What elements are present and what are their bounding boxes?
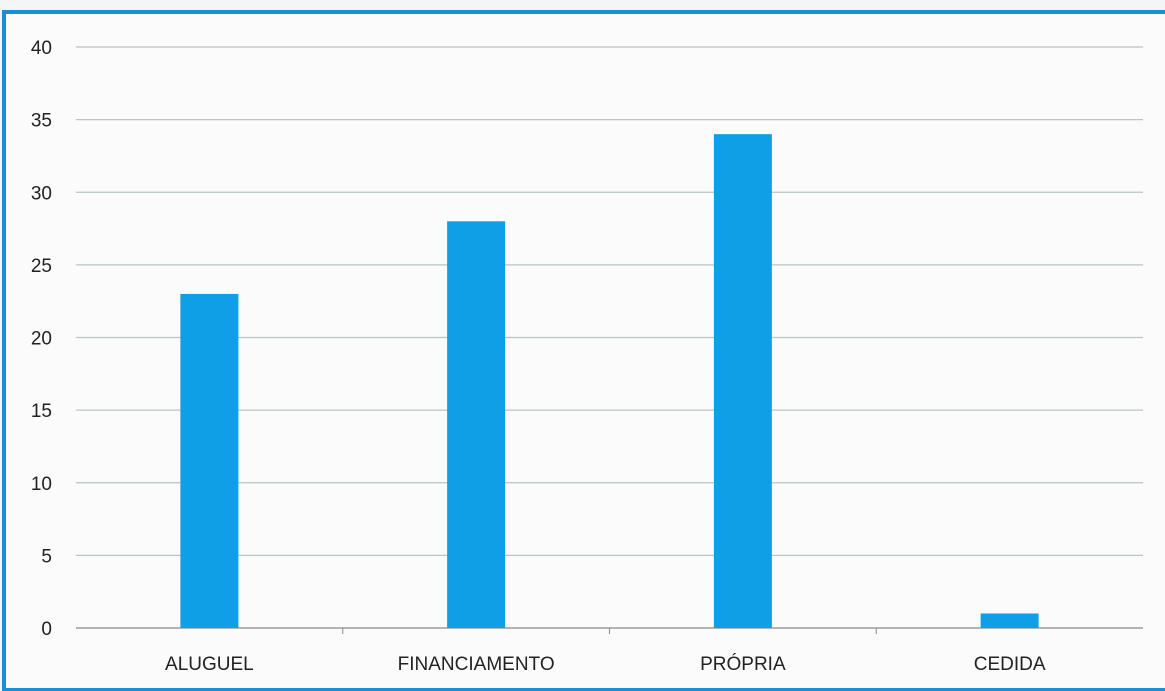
y-tick-label: 10	[31, 474, 52, 495]
bar-própria	[713, 134, 772, 628]
x-category-label: CEDIDA	[974, 654, 1046, 675]
x-category-label: ALUGUEL	[165, 654, 254, 675]
bars	[180, 134, 1039, 629]
bar-cedida	[980, 613, 1039, 628]
gridlines	[76, 46, 1143, 634]
y-tick-label: 15	[31, 401, 52, 422]
y-axis-ticks: 0 5 10 15 20 25 30 35 40	[31, 38, 52, 640]
bar-financiamento	[447, 221, 506, 629]
y-tick-label: 35	[31, 111, 52, 132]
x-category-label: FINANCIAMENTO	[398, 654, 555, 675]
y-tick-label: 20	[31, 329, 52, 350]
y-tick-label: 0	[41, 619, 52, 640]
y-tick-label: 30	[31, 183, 52, 204]
x-category-label: PRÓPRIA	[700, 653, 786, 675]
y-tick-label: 40	[31, 38, 52, 59]
y-tick-label: 5	[41, 546, 52, 567]
x-axis-labels: ALUGUEL FINANCIAMENTO PRÓPRIA CEDIDA	[165, 653, 1046, 675]
y-tick-label: 25	[31, 256, 52, 277]
bar-aluguel	[180, 293, 239, 628]
